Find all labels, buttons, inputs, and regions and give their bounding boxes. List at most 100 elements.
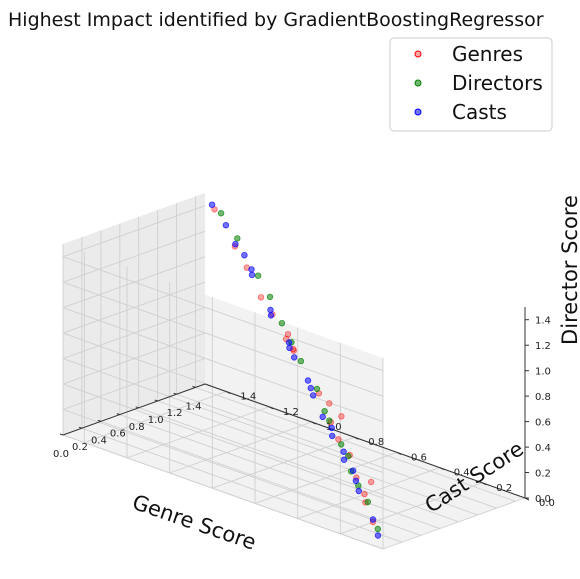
point-directors [297, 357, 305, 365]
x-axis-line [62, 383, 206, 436]
x-tick-label: 0.2 [72, 442, 88, 453]
x-tick-mark [97, 419, 102, 422]
point-casts [328, 424, 335, 432]
legend-label-casts: Casts [452, 100, 507, 124]
point-directors [374, 525, 381, 533]
z-tick-label: 1.4 [535, 316, 551, 327]
x-tick-mark [173, 392, 177, 395]
grid-lines [62, 196, 526, 550]
x-tick-label: 1.4 [186, 401, 202, 412]
z-tick-label: 0.0 [535, 494, 551, 505]
point-casts [267, 306, 274, 314]
point-directors [266, 293, 274, 301]
y-tick-label: 1.2 [283, 407, 299, 418]
y-tick-mark [268, 406, 274, 410]
point-casts [369, 516, 377, 523]
x-tick-mark [78, 426, 83, 429]
point-casts [352, 477, 360, 484]
axis-lines [62, 307, 526, 499]
x-tick-label: 0.0 [53, 449, 69, 460]
x-tick-label: 0.4 [91, 435, 107, 446]
x-tick-label: 0.6 [110, 429, 126, 440]
point-casts [304, 377, 312, 384]
y-tick-label: 0.8 [368, 437, 384, 448]
x-tick-mark [192, 385, 196, 388]
point-directors [217, 209, 225, 217]
point-directors [345, 452, 352, 460]
point-genres [257, 294, 265, 301]
y-tick-mark [482, 482, 487, 486]
x-tick-label: 1.0 [148, 415, 164, 426]
grid-line [62, 434, 384, 550]
point-casts [232, 240, 239, 248]
point-casts [319, 413, 326, 421]
y-tick-label: 0.2 [496, 483, 512, 494]
point-directors [234, 235, 241, 242]
x-tick-mark [135, 406, 139, 409]
legend-box [389, 37, 553, 132]
chart-title: Highest Impact identified by GradientBoo… [8, 9, 544, 31]
point-directors [321, 408, 328, 415]
z-axis-title: Director Score [558, 195, 580, 345]
x-tick-label: 0.8 [129, 422, 145, 433]
x-tick-label: 1.2 [167, 408, 183, 419]
grid-line [62, 205, 206, 258]
y-tick-label: 1.4 [240, 392, 256, 403]
z-tick-label: 0.6 [535, 418, 551, 429]
grid-line [62, 307, 384, 423]
z-tick-label: 1.0 [535, 367, 551, 378]
legend: Genres Directors Casts [389, 37, 553, 132]
grid-line [62, 230, 206, 283]
y-tick-mark [354, 436, 359, 440]
legend-marker-casts [414, 108, 422, 116]
x-tick-mark [59, 433, 64, 436]
point-casts [307, 384, 314, 392]
point-casts [208, 201, 216, 208]
point-genres [367, 478, 375, 486]
y-tick-label: 0.6 [411, 452, 427, 463]
point-casts [285, 339, 293, 346]
grid-line [62, 409, 384, 524]
y-tick-mark [311, 421, 316, 425]
point-directors [326, 417, 333, 424]
y-tick-mark [226, 391, 231, 395]
y-tick-mark [439, 467, 444, 471]
point-genres [326, 400, 333, 407]
point-casts [267, 312, 275, 319]
x-tick-mark [116, 413, 120, 416]
x-tick-mark [154, 399, 158, 402]
point-casts [291, 354, 298, 361]
z-tick-label: 0.2 [535, 469, 551, 480]
point-casts [355, 487, 362, 495]
point-genres [361, 490, 368, 498]
point-casts [248, 266, 255, 273]
point-genres [335, 436, 342, 443]
grid-line [176, 393, 497, 509]
grid-line [382, 497, 526, 550]
point-directors [364, 498, 371, 506]
grid-line [62, 256, 384, 372]
point-casts [374, 532, 382, 539]
x-axis-title: Genre Score [129, 490, 259, 555]
grid-line [340, 482, 483, 535]
grid-line [62, 358, 384, 474]
point-casts [222, 221, 230, 229]
legend-label-genres: Genres [452, 42, 523, 66]
point-casts [310, 392, 317, 399]
point-casts [329, 432, 336, 440]
grid-line [157, 400, 478, 516]
point-directors [254, 272, 262, 279]
point-casts [286, 344, 293, 352]
point-directors [313, 385, 321, 393]
point-casts [340, 448, 347, 455]
point-directors [338, 441, 345, 448]
grid-line [138, 407, 459, 523]
z-tick-label: 1.2 [535, 341, 551, 352]
point-casts [349, 467, 357, 474]
data-points [208, 201, 382, 539]
y-tick-mark [396, 451, 402, 455]
y-tick-label: 0.0 [539, 498, 555, 509]
point-genres [338, 413, 345, 420]
legend-label-directors: Directors [452, 71, 543, 95]
